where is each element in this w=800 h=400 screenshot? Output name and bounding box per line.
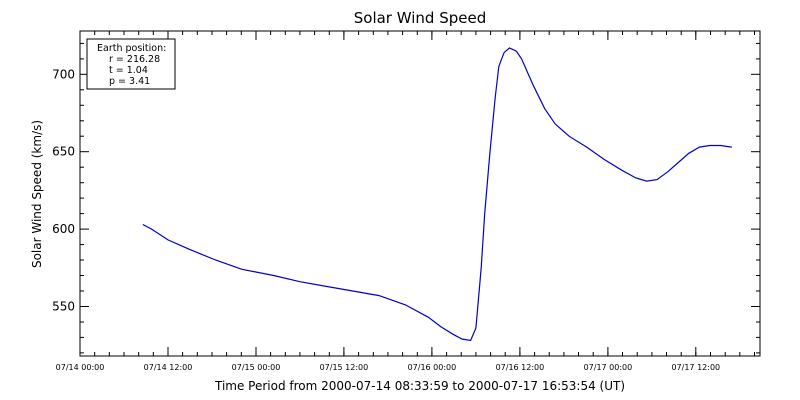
x-tick-label: 07/17 12:00 [671, 363, 720, 372]
y-tick-labels: 550 600 650 700 [52, 67, 75, 313]
x-tick-labels: 07/14 00:00 07/14 12:00 07/15 00:00 07/15 1… [56, 363, 720, 372]
annotation-p: p = 3.41 [109, 76, 150, 87]
chart-title: Solar Wind Speed [354, 9, 486, 27]
plot-frame [79, 30, 761, 357]
x-tick-label: 07/17 00:00 [584, 363, 633, 372]
x-tick-label: 07/15 00:00 [232, 363, 281, 372]
series-line [142, 47, 732, 342]
y-tick-label: 650 [52, 145, 75, 159]
x-tick-label: 07/16 00:00 [408, 363, 457, 372]
x-tick-label: 07/14 12:00 [144, 363, 193, 372]
y-tick-label: 700 [52, 67, 75, 81]
y-tick-label: 600 [52, 222, 75, 236]
x-tick-label: 07/16 12:00 [496, 363, 545, 372]
x-tick-label: 07/14 00:00 [56, 363, 105, 372]
annotation-heading: Earth position: [97, 43, 166, 54]
annotation-t: t = 1.04 [109, 65, 148, 76]
earth-position-box: Earth position: r = 216.28 t = 1.04 p = … [86, 38, 176, 90]
x-tick-label: 07/15 12:00 [320, 363, 369, 372]
x-axis-title: Time Period from 2000-07-14 08:33:59 to … [214, 379, 625, 393]
annotation-r: r = 216.28 [109, 54, 160, 65]
y-axis-title: Solar Wind Speed (km/s) [30, 120, 44, 268]
x-minor-ticks [79, 31, 755, 356]
y-major-ticks [80, 73, 760, 307]
x-major-ticks [79, 31, 697, 356]
y-tick-label: 550 [52, 300, 75, 314]
annotation-box [86, 38, 176, 90]
y-minor-ticks [80, 42, 760, 354]
